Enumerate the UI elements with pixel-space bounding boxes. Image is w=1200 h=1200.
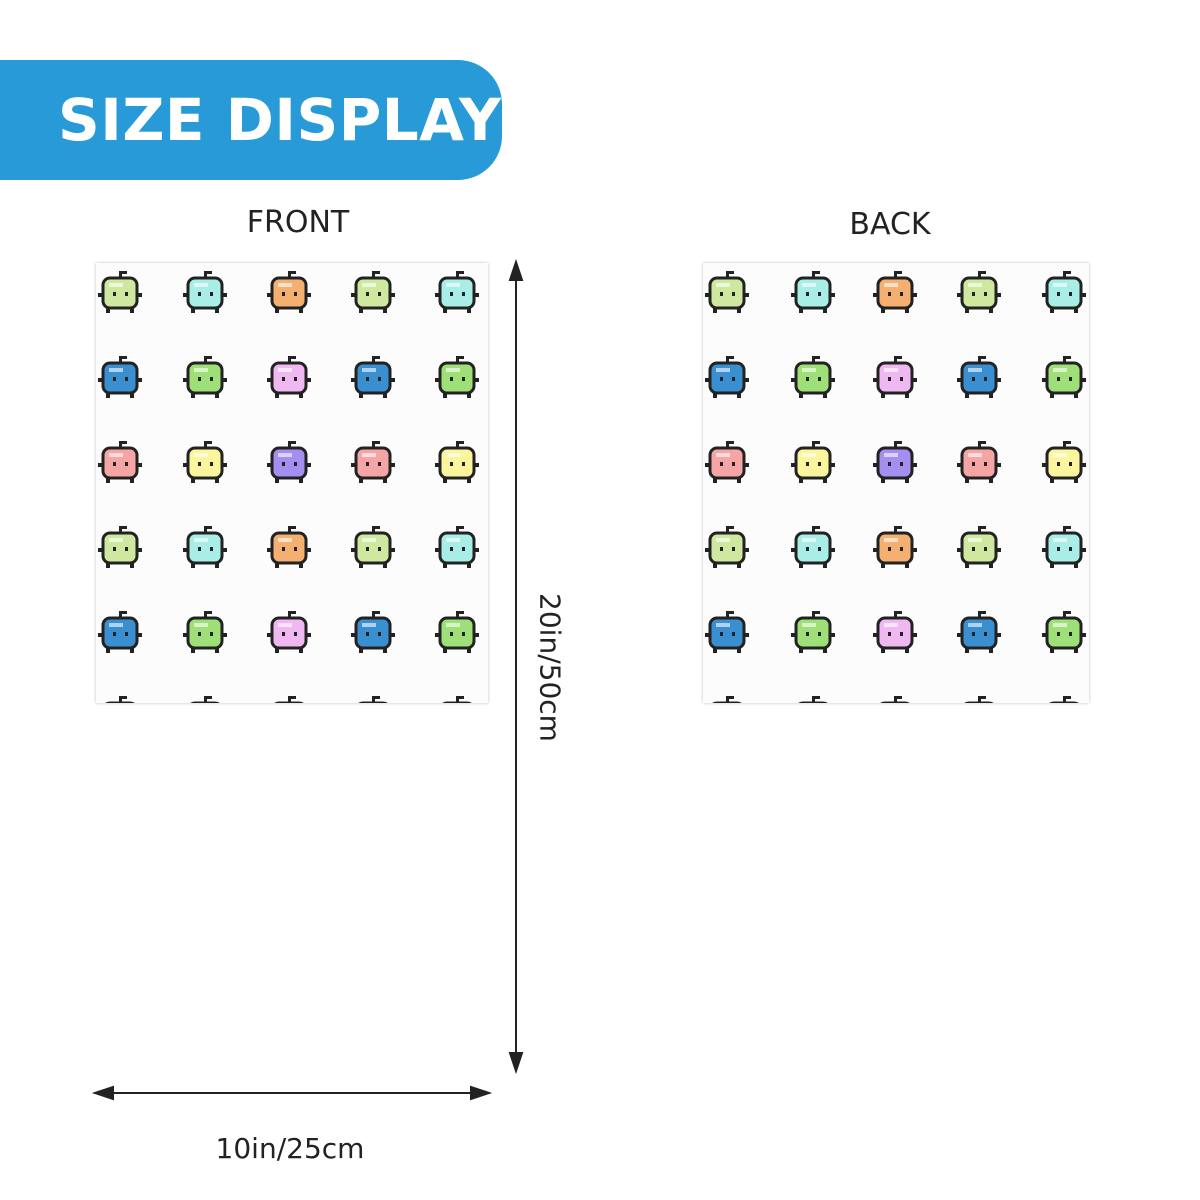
pixel-slime-icon bbox=[1042, 611, 1086, 653]
pixel-slime-icon bbox=[791, 356, 835, 398]
pixel-slime-icon bbox=[964, 696, 994, 703]
pixel-slime-icon bbox=[183, 441, 227, 483]
pixel-slime-icon bbox=[435, 356, 479, 398]
pixel-slime-icon bbox=[957, 271, 1001, 313]
pixel-slime-icon bbox=[98, 526, 142, 568]
pixel-slime-icon bbox=[183, 356, 227, 398]
pixel-slime-icon bbox=[705, 271, 749, 313]
pixel-slime-icon bbox=[105, 696, 135, 703]
pixel-slime-icon bbox=[183, 271, 227, 313]
width-arrow-icon bbox=[91, 1085, 493, 1101]
pixel-slime-icon bbox=[351, 356, 395, 398]
pixel-slime-icon bbox=[873, 611, 917, 653]
pixel-slime-icon bbox=[705, 441, 749, 483]
banner-title: SIZE DISPLAY bbox=[58, 86, 502, 154]
back-pattern bbox=[705, 271, 1086, 703]
pixel-slime-icon bbox=[351, 611, 395, 653]
pixel-slime-icon bbox=[435, 526, 479, 568]
pixel-slime-icon bbox=[705, 356, 749, 398]
pixel-slime-icon bbox=[183, 526, 227, 568]
pixel-slime-icon bbox=[267, 441, 311, 483]
pixel-slime-icon bbox=[1042, 356, 1086, 398]
pixel-slime-icon bbox=[190, 696, 220, 703]
front-panel bbox=[96, 263, 488, 703]
pixel-slime-icon bbox=[267, 271, 311, 313]
pixel-slime-icon bbox=[798, 696, 828, 703]
pixel-slime-icon bbox=[267, 356, 311, 398]
pixel-slime-icon bbox=[873, 356, 917, 398]
pixel-slime-icon bbox=[873, 526, 917, 568]
pixel-slime-icon bbox=[1042, 526, 1086, 568]
pixel-slime-icon bbox=[1042, 271, 1086, 313]
pixel-slime-icon bbox=[1049, 696, 1079, 703]
pixel-slime-icon bbox=[957, 526, 1001, 568]
pixel-slime-icon bbox=[435, 611, 479, 653]
pixel-slime-icon bbox=[351, 271, 395, 313]
pixel-slime-icon bbox=[957, 441, 1001, 483]
pixel-slime-icon bbox=[274, 696, 304, 703]
pixel-slime-icon bbox=[791, 611, 835, 653]
height-arrow-icon bbox=[508, 258, 524, 1075]
pixel-slime-icon bbox=[267, 611, 311, 653]
pixel-slime-icon bbox=[98, 441, 142, 483]
pixel-slime-icon bbox=[791, 526, 835, 568]
pixel-slime-icon bbox=[957, 356, 1001, 398]
pixel-slime-icon bbox=[98, 271, 142, 313]
pixel-slime-icon bbox=[705, 526, 749, 568]
width-label: 10in/25cm bbox=[215, 1132, 365, 1165]
pixel-slime-icon bbox=[880, 696, 910, 703]
size-display-banner: SIZE DISPLAY bbox=[0, 60, 502, 180]
front-label: FRONT bbox=[246, 205, 350, 240]
pixel-slime-icon bbox=[791, 271, 835, 313]
pixel-slime-icon bbox=[1042, 441, 1086, 483]
pixel-slime-icon bbox=[98, 356, 142, 398]
back-panel bbox=[703, 263, 1089, 703]
pixel-slime-icon bbox=[873, 271, 917, 313]
pixel-slime-icon bbox=[705, 611, 749, 653]
back-label: BACK bbox=[849, 207, 931, 242]
pixel-slime-icon bbox=[267, 526, 311, 568]
pixel-slime-icon bbox=[435, 271, 479, 313]
pixel-slime-icon bbox=[957, 611, 1001, 653]
pixel-slime-icon bbox=[183, 611, 227, 653]
pixel-slime-icon bbox=[791, 441, 835, 483]
pixel-slime-icon bbox=[442, 696, 472, 703]
height-label: 20in/50cm bbox=[533, 593, 567, 742]
pixel-slime-icon bbox=[98, 611, 142, 653]
pixel-slime-icon bbox=[351, 526, 395, 568]
front-pattern bbox=[98, 271, 479, 703]
pixel-slime-icon bbox=[351, 441, 395, 483]
pixel-slime-icon bbox=[358, 696, 388, 703]
pixel-slime-icon bbox=[435, 441, 479, 483]
pixel-slime-icon bbox=[712, 696, 742, 703]
pixel-slime-icon bbox=[873, 441, 917, 483]
